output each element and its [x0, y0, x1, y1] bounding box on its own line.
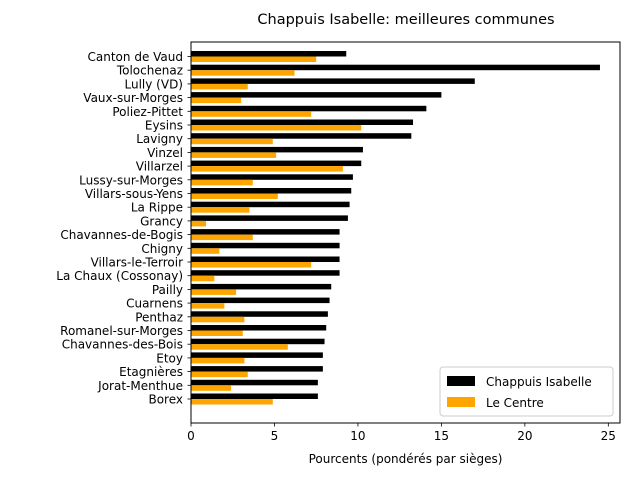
- y-tick-label: Grancy: [140, 214, 183, 228]
- y-tick-label: Pailly: [152, 283, 183, 297]
- y-tick-label: La Rippe: [131, 201, 183, 215]
- bar-chappuis-isabelle-borex: [191, 393, 318, 399]
- bar-le-centre-lavigny: [191, 138, 273, 145]
- plot-frame: [190, 41, 621, 424]
- y-tick-label: Etoy: [156, 351, 183, 365]
- bar-chappuis-isabelle-villars-sous-yens: [191, 188, 352, 194]
- y-tick-label: Eysins: [145, 119, 183, 133]
- bar-chappuis-isabelle-poliez-pittet: [191, 105, 427, 112]
- bar-le-centre-la-rippe: [191, 207, 250, 213]
- legend-swatch-chappuis-isabelle: [447, 376, 475, 386]
- bar-le-centre-villars-sous-yens: [191, 193, 278, 199]
- y-tick-label: Tolochenaz: [116, 64, 183, 78]
- y-tick-label: Vaux-sur-Morges: [83, 91, 183, 105]
- bar-le-centre-pailly: [191, 289, 237, 295]
- bar-le-centre-villarzel: [191, 166, 343, 172]
- bar-chappuis-isabelle-la-chaux-cossonay: [191, 270, 340, 276]
- bar-le-centre-grancy: [191, 220, 207, 227]
- bar-le-centre-lussy-sur-morges: [191, 179, 253, 186]
- bar-le-centre-vaux-sur-morges: [191, 97, 242, 104]
- bar-chappuis-isabelle-penthaz: [191, 311, 328, 317]
- y-tick-label: Penthaz: [135, 310, 183, 324]
- bar-le-centre-canton-de-vaud: [191, 56, 317, 62]
- y-tick-label: Cuarnens: [126, 297, 183, 311]
- y-tick-label: Chavannes-des-Bois: [62, 338, 183, 352]
- y-tick-label: Villars-sous-Yens: [85, 187, 183, 201]
- chart-title: Chappuis Isabelle: meilleures communes: [257, 12, 554, 28]
- bar-le-centre-poliez-pittet: [191, 111, 312, 117]
- legend: Chappuis Isabelle Le Centre: [439, 366, 614, 417]
- y-tick-label: Lavigny: [136, 132, 183, 146]
- bar-le-centre-etoy: [191, 357, 245, 364]
- y-tick-label: Lully (VD): [125, 77, 183, 91]
- bar-chappuis-isabelle-villarzel: [191, 160, 362, 167]
- x-tick-label: 25: [601, 429, 616, 443]
- bar-le-centre-la-chaux-cossonay: [191, 275, 215, 282]
- x-tick-label: 20: [517, 429, 532, 443]
- bar-chappuis-isabelle-villars-le-terroir: [191, 256, 340, 262]
- bar-chappuis-isabelle-pailly: [191, 283, 332, 290]
- legend-label-le-centre: Le Centre: [486, 396, 544, 410]
- bar-le-centre-chavannes-des-bois: [191, 344, 288, 350]
- bar-le-centre-romanel-sur-morges: [191, 330, 243, 336]
- y-tick-label: Canton de Vaud: [88, 50, 183, 64]
- bar-le-centre-lully-vd: [191, 83, 248, 90]
- y-tick-label: Chigny: [141, 242, 183, 256]
- y-tick-label: Lussy-sur-Morges: [79, 173, 183, 187]
- y-tick-label: Etagnières: [119, 365, 183, 379]
- bar-le-centre-etagnieres: [191, 371, 248, 378]
- x-axis-ticks: 0 5 10 15 20 25: [187, 423, 616, 443]
- bar-chappuis-isabelle-tolochenaz: [191, 64, 600, 71]
- bar-le-centre-cuarnens: [191, 303, 225, 309]
- y-tick-label: Romanel-sur-Morges: [60, 324, 183, 338]
- y-tick-label: Villarzel: [136, 160, 183, 174]
- bar-le-centre-villars-le-terroir: [191, 262, 312, 268]
- bar-chappuis-isabelle-chavannes-de-bogis: [191, 229, 340, 235]
- x-tick-label: 5: [271, 429, 279, 443]
- x-tick-label: 10: [350, 429, 365, 443]
- y-tick-label: Villars-le-Terroir: [91, 256, 184, 270]
- y-tick-label: Vinzel: [147, 146, 183, 160]
- bar-le-centre-borex: [191, 399, 273, 405]
- x-axis-label: Pourcents (pondérés par sièges): [309, 452, 503, 466]
- bar-le-centre-penthaz: [191, 316, 245, 323]
- bar-chappuis-isabelle-etagnieres: [191, 366, 323, 372]
- bar-le-centre-eysins: [191, 125, 362, 131]
- bar-le-centre-chigny: [191, 248, 220, 254]
- bar-le-centre-jorat-menthue: [191, 385, 232, 391]
- legend-swatch-le-centre: [447, 397, 475, 407]
- y-tick-label: Jorat-Menthue: [97, 379, 183, 393]
- bar-chappuis-isabelle-eysins: [191, 119, 414, 125]
- bar-chappuis-isabelle-etoy: [191, 352, 323, 358]
- bar-chappuis-isabelle-la-rippe: [191, 201, 350, 208]
- x-tick-label: 0: [187, 429, 195, 443]
- bar-chappuis-isabelle-chigny: [191, 242, 340, 249]
- bar-chappuis-isabelle-lully-vd: [191, 78, 475, 84]
- bar-chappuis-isabelle-lussy-sur-morges: [191, 174, 353, 180]
- bar-chappuis-isabelle-chavannes-des-bois: [191, 338, 325, 345]
- bar-chappuis-isabelle-vinzel: [191, 146, 363, 153]
- bars-group: [191, 51, 600, 405]
- bar-chappuis-isabelle-romanel-sur-morges: [191, 325, 327, 331]
- x-tick-label: 15: [434, 429, 449, 443]
- bar-chappuis-isabelle-cuarnens: [191, 297, 330, 304]
- bar-chappuis-isabelle-canton-de-vaud: [191, 51, 347, 57]
- bar-chappuis-isabelle-lavigny: [191, 133, 412, 139]
- y-tick-label: Poliez-Pittet: [112, 105, 183, 119]
- legend-label-chappuis-isabelle: Chappuis Isabelle: [486, 375, 592, 389]
- bar-le-centre-tolochenaz: [191, 70, 295, 76]
- bar-chappuis-isabelle-vaux-sur-morges: [191, 92, 442, 98]
- bar-chappuis-isabelle-grancy: [191, 215, 348, 221]
- bar-chappuis-isabelle-jorat-menthue: [191, 379, 318, 386]
- y-tick-label: Borex: [148, 393, 183, 407]
- y-tick-label: Chavannes-de-Bogis: [60, 228, 183, 242]
- bar-le-centre-chavannes-de-bogis: [191, 234, 253, 241]
- bar-le-centre-vinzel: [191, 152, 277, 158]
- legend-box: [439, 366, 614, 417]
- y-tick-label: La Chaux (Cossonay): [56, 269, 183, 283]
